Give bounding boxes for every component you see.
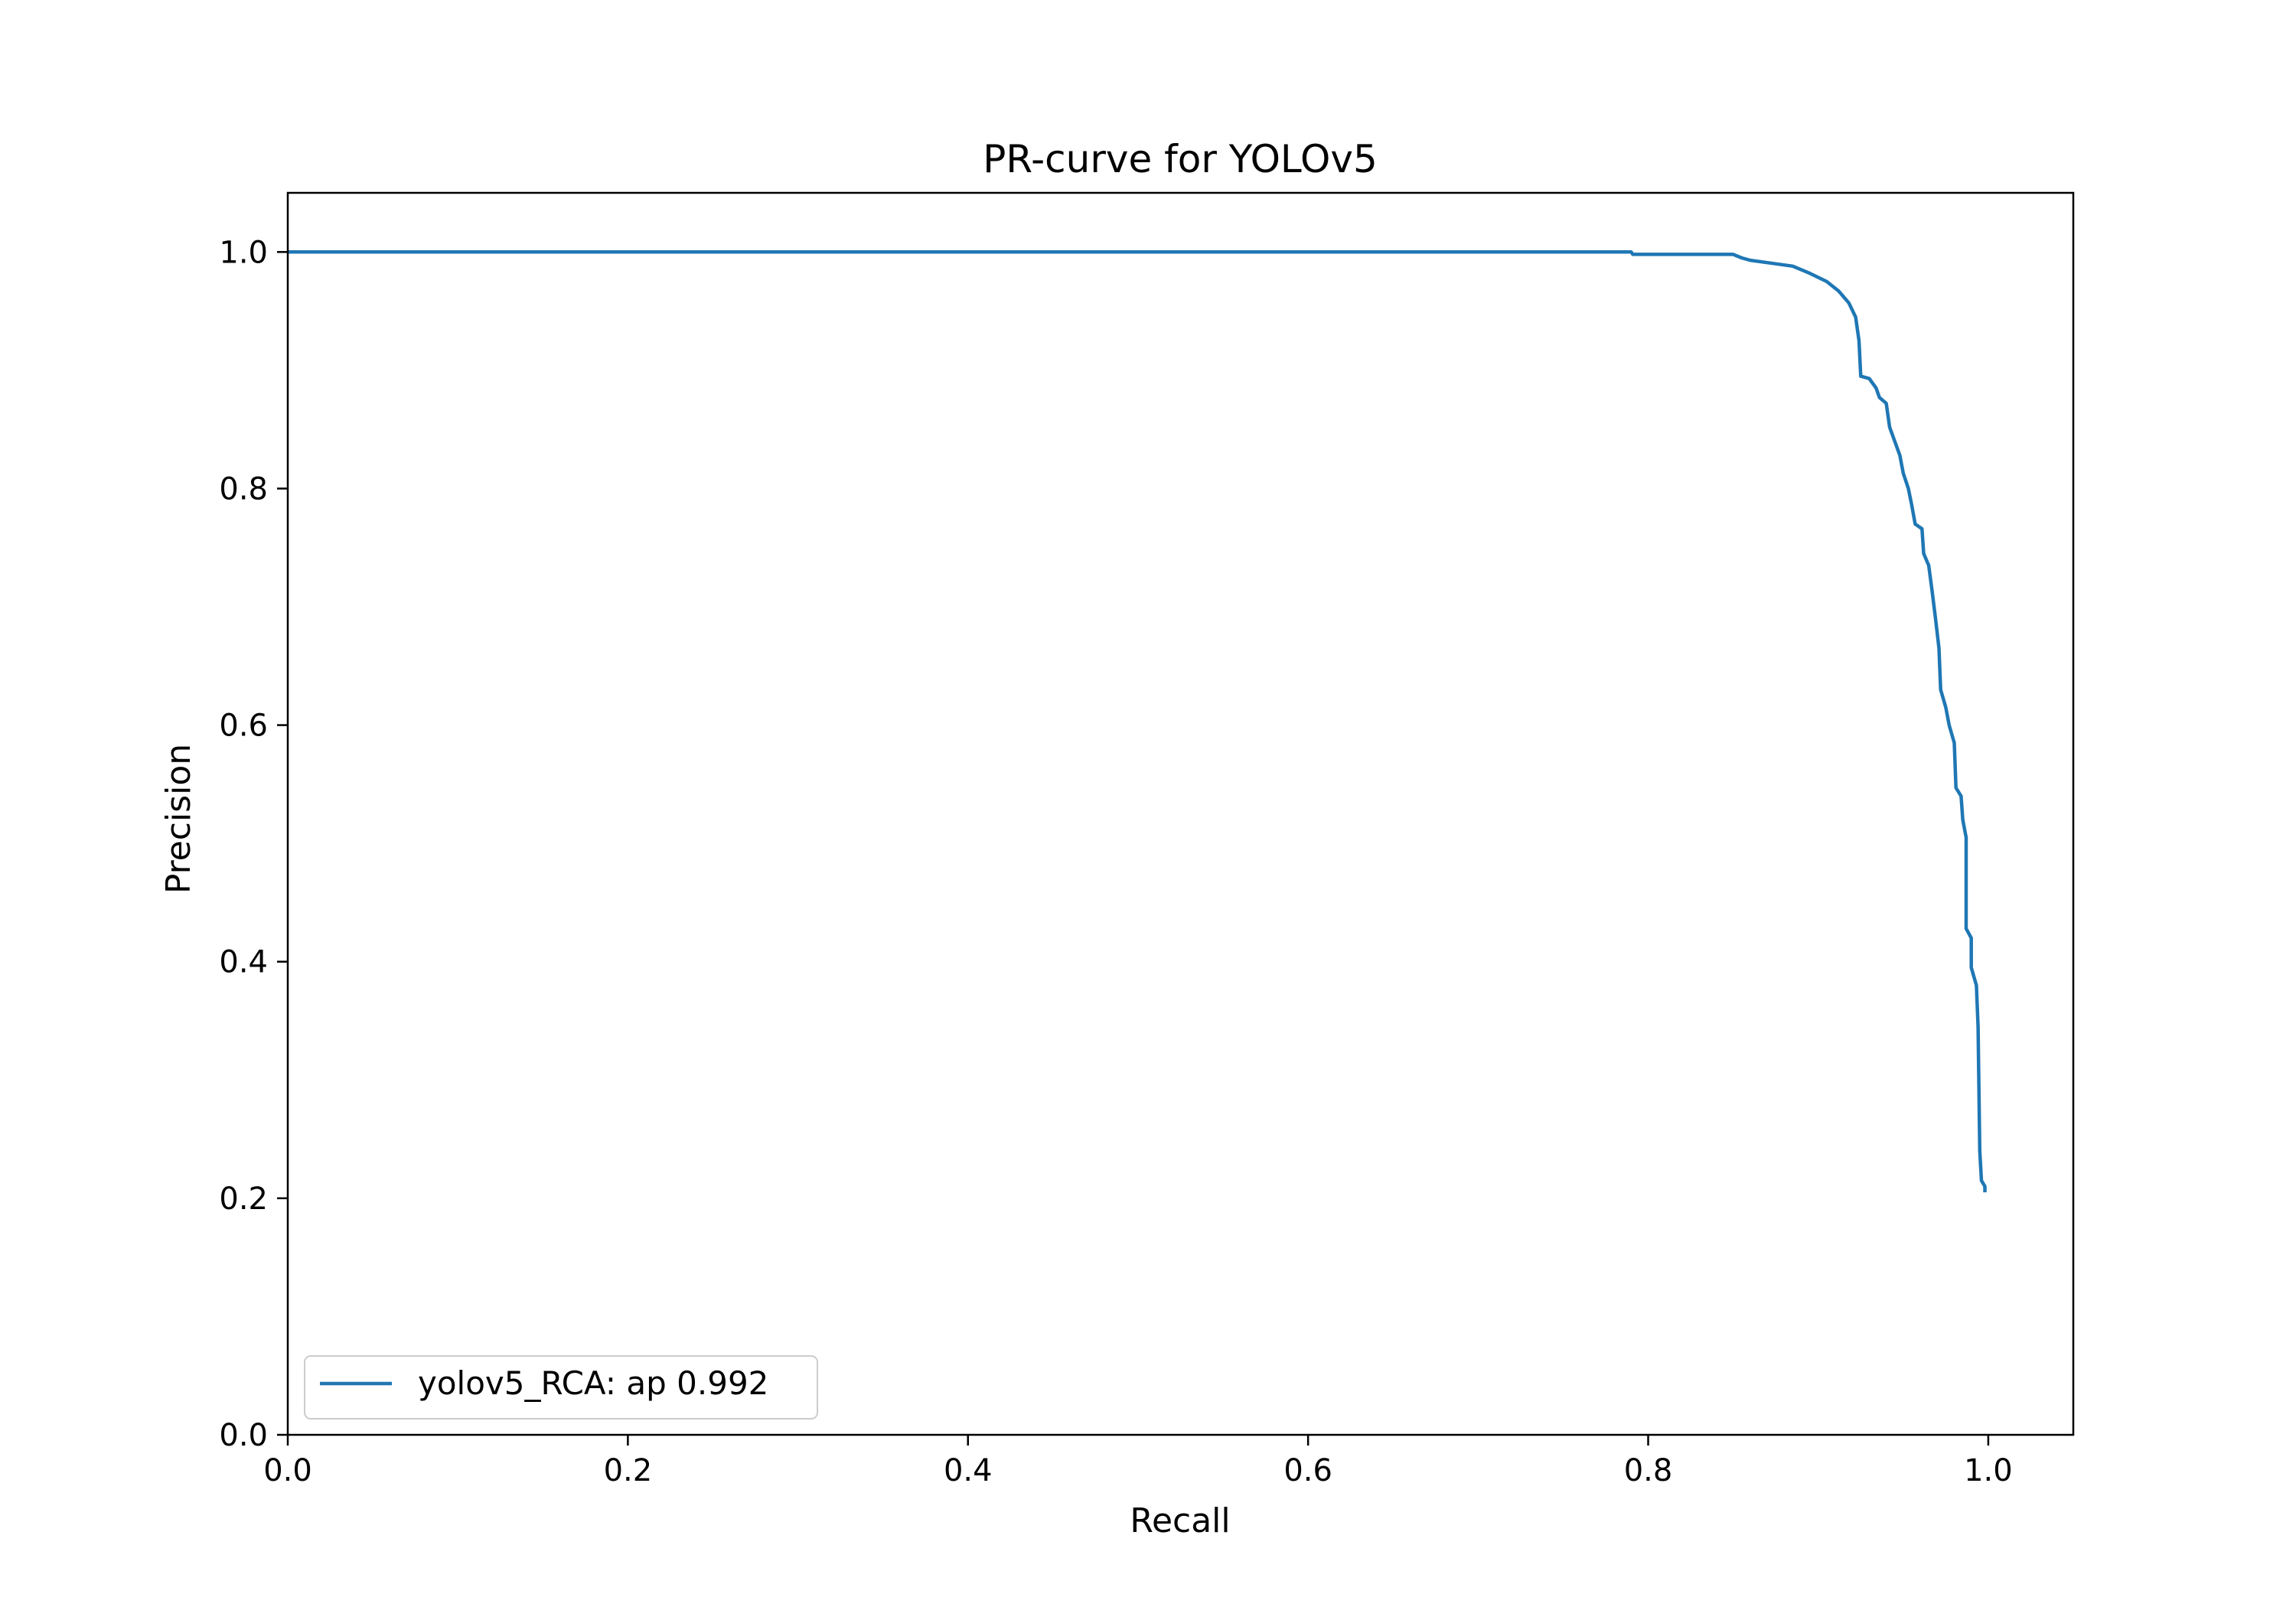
x-tick-label: 0.6 <box>1283 1453 1332 1488</box>
x-axis-ticks: 0.0 0.2 0.4 0.6 0.8 1.0 <box>263 1435 2013 1488</box>
plot-area <box>288 193 2073 1435</box>
x-tick-label: 0.4 <box>944 1453 993 1488</box>
x-tick-label: 0.2 <box>604 1453 653 1488</box>
y-tick-label: 0.0 <box>219 1418 268 1453</box>
chart-title: PR-curve for YOLOv5 <box>983 137 1378 181</box>
y-tick-label: 1.0 <box>219 235 268 270</box>
y-axis-title: Precision <box>159 744 198 894</box>
x-axis-title: Recall <box>1130 1501 1230 1540</box>
legend: yolov5_RCA: ap 0.992 <box>304 1355 818 1420</box>
y-tick-label: 0.4 <box>219 945 268 980</box>
y-tick-label: 0.8 <box>219 471 268 507</box>
x-tick-label: 1.0 <box>1964 1453 2013 1488</box>
series-line-yolov5-rca <box>288 250 1987 1193</box>
y-axis-ticks: 0.0 0.2 0.4 0.6 0.8 1.0 <box>219 235 288 1453</box>
y-tick-label: 0.6 <box>219 709 268 744</box>
x-tick-label: 0.0 <box>263 1453 312 1488</box>
legend-box <box>304 1355 818 1420</box>
legend-entry-label: yolov5_RCA: ap 0.992 <box>418 1364 768 1402</box>
plot-frame <box>286 191 2075 1436</box>
x-tick-label: 0.8 <box>1624 1453 1673 1488</box>
y-tick-label: 0.2 <box>219 1182 268 1217</box>
